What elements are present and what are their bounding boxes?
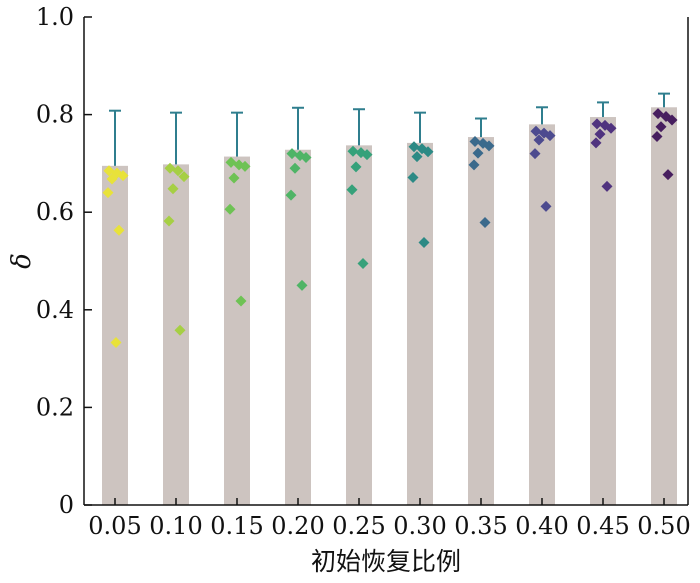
y-tick-label: 0.6 — [36, 198, 74, 226]
data-point — [167, 183, 179, 195]
data-point — [113, 224, 125, 236]
data-point — [469, 135, 481, 147]
data-point — [357, 257, 369, 269]
data-point — [346, 184, 358, 196]
data-point — [103, 165, 115, 177]
y-tick-label: 0.2 — [36, 393, 74, 421]
data-point — [479, 216, 491, 228]
data-point — [285, 189, 297, 201]
x-tick-label: 0.20 — [271, 512, 324, 540]
data-point — [224, 203, 236, 215]
data-point — [601, 180, 613, 192]
data-point — [472, 147, 484, 159]
x-tick-label: 0.50 — [637, 512, 690, 540]
data-point — [662, 169, 674, 181]
data-point — [350, 161, 362, 173]
x-tick-label: 0.45 — [576, 512, 629, 540]
bar — [468, 137, 494, 505]
data-point — [468, 159, 480, 171]
data-point — [591, 118, 603, 130]
y-tick-label: 1.0 — [36, 3, 74, 31]
y-axis-title: δ — [7, 253, 37, 269]
data-point — [544, 130, 556, 142]
bar — [163, 164, 189, 505]
data-point — [483, 140, 495, 152]
data-point — [117, 170, 129, 182]
data-point — [102, 187, 114, 199]
data-point — [289, 162, 301, 174]
x-tick-label: 0.25 — [332, 512, 385, 540]
data-point — [407, 172, 419, 184]
x-axis-title: 初始恢复比例 — [311, 547, 461, 576]
data-point — [225, 156, 237, 168]
data-point — [529, 148, 541, 160]
data-point — [164, 162, 176, 174]
x-tick-label: 0.40 — [515, 512, 568, 540]
data-point — [533, 134, 545, 146]
data-point — [605, 122, 617, 134]
points-layer — [102, 108, 678, 348]
data-point — [408, 141, 420, 153]
data-point — [106, 173, 118, 185]
x-tick-label: 0.15 — [210, 512, 263, 540]
bar — [224, 156, 250, 505]
bar — [529, 124, 555, 506]
bars-layer — [102, 107, 677, 506]
data-point — [347, 145, 359, 157]
error-bars-layer — [109, 92, 670, 166]
data-point — [178, 171, 190, 183]
x-tick-label: 0.05 — [88, 512, 141, 540]
data-point — [300, 152, 312, 164]
data-point — [296, 279, 308, 291]
bar — [102, 165, 128, 505]
axes-layer — [83, 17, 689, 506]
y-tick-label: 0 — [59, 491, 74, 519]
data-point — [235, 295, 247, 307]
data-point — [594, 128, 606, 140]
x-tick-label: 0.30 — [393, 512, 446, 540]
y-tick-label: 0.8 — [36, 101, 74, 129]
data-point — [411, 151, 423, 163]
data-point — [239, 160, 251, 172]
bar — [590, 117, 616, 505]
data-point — [228, 172, 240, 184]
y-tick-label: 0.4 — [36, 296, 74, 324]
data-point — [163, 215, 175, 227]
bar — [285, 149, 311, 505]
bar — [407, 142, 433, 506]
data-point — [361, 149, 373, 161]
data-point — [174, 324, 186, 336]
data-point — [651, 131, 663, 143]
data-point — [530, 125, 542, 137]
data-point — [172, 165, 184, 177]
data-point — [422, 146, 434, 158]
x-ticks-layer: 0.05 0.10 0.15 0.20 0.25 0.30 0.35 0.40 0.45 0.50 — [88, 498, 691, 540]
bar — [651, 107, 677, 505]
y-ticks-layer: 0 0.2 0.4 0.6 0.8 1.0 — [36, 3, 92, 519]
data-point — [110, 336, 122, 348]
data-point — [540, 200, 552, 212]
data-point — [666, 114, 678, 126]
data-point — [286, 148, 298, 160]
data-point — [655, 121, 667, 133]
data-point — [590, 137, 602, 149]
x-tick-label: 0.10 — [149, 512, 202, 540]
data-point — [418, 236, 430, 248]
bar — [346, 145, 372, 505]
x-tick-label: 0.35 — [454, 512, 507, 540]
